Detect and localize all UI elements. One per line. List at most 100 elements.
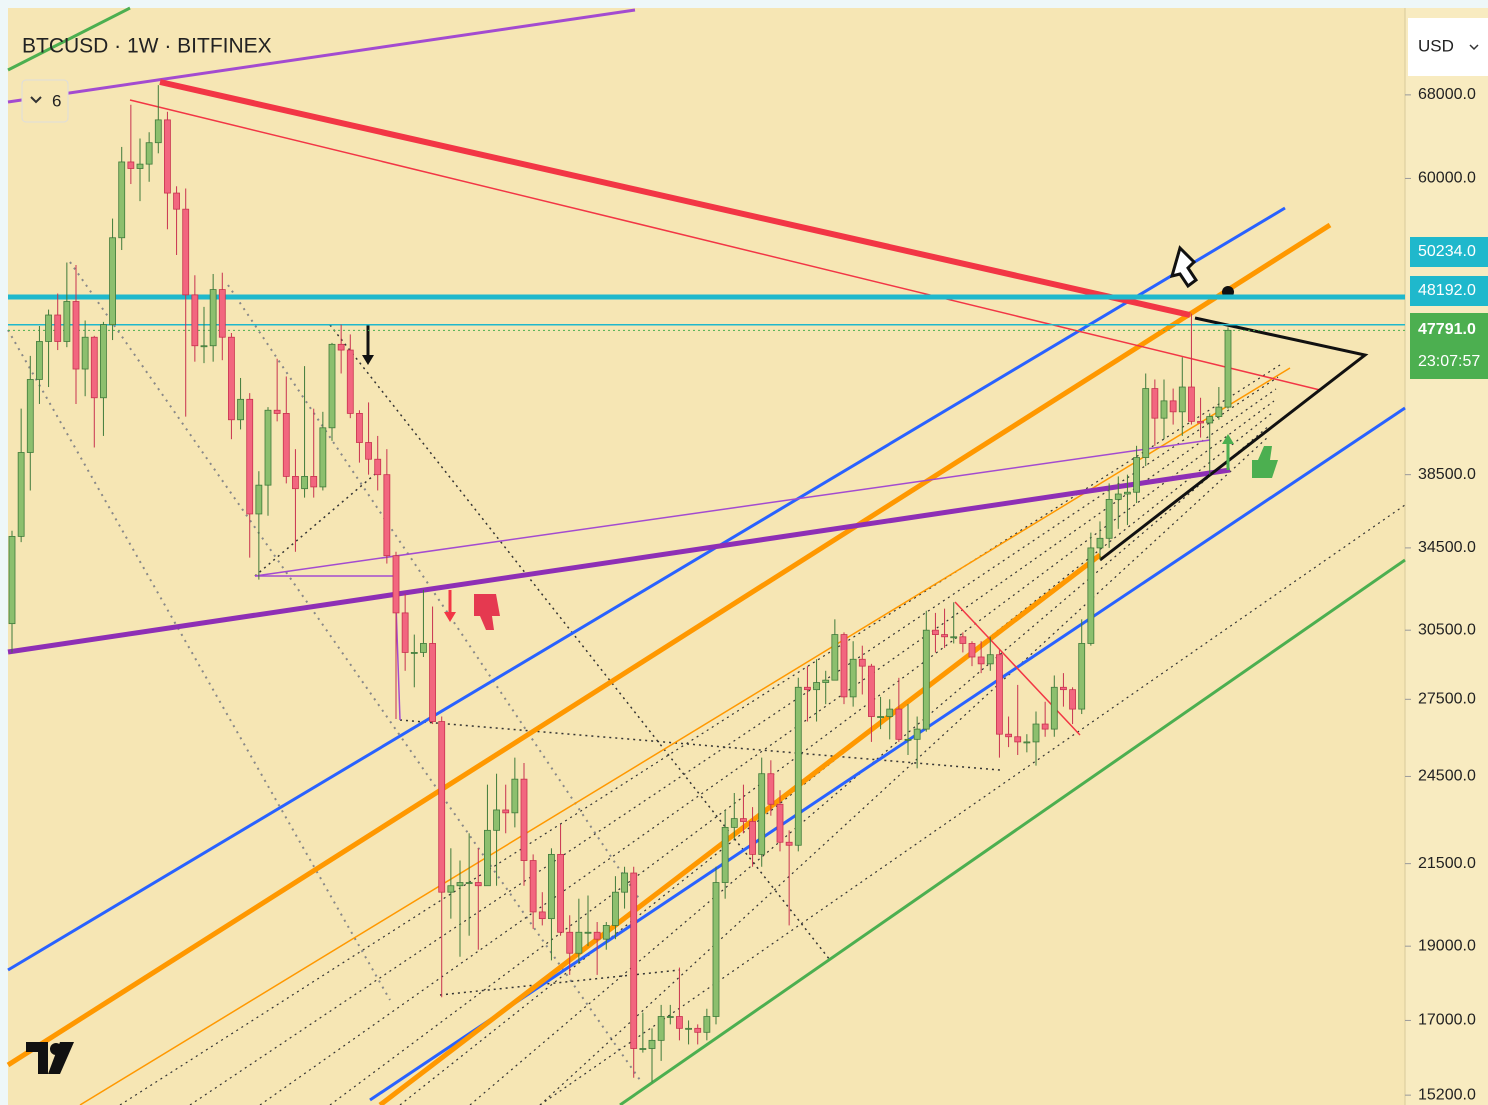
- trendline: [6, 222, 1332, 1068]
- candle-body: [1078, 643, 1086, 710]
- toggle-box[interactable]: [21, 79, 69, 123]
- candles: [8, 85, 1232, 1083]
- candle-body: [676, 1016, 683, 1029]
- arrow-head: [444, 612, 456, 622]
- candle-body: [538, 911, 546, 920]
- candle-body: [200, 345, 208, 348]
- candle-body: [392, 555, 400, 614]
- candle-body: [1096, 537, 1104, 549]
- candle-body: [465, 882, 473, 884]
- candle-body: [1188, 386, 1195, 422]
- candle-body: [858, 658, 866, 667]
- candle-body: [1069, 689, 1076, 710]
- candle-body: [1142, 388, 1150, 458]
- candle-body: [1060, 686, 1067, 691]
- candle-body: [246, 398, 254, 515]
- candle-body: [849, 658, 857, 698]
- trendline: [7, 329, 391, 1001]
- tv-logo: [26, 1042, 74, 1074]
- candle-body: [758, 773, 766, 855]
- candle-body: [209, 289, 217, 347]
- plot-background: [8, 8, 1405, 1105]
- candle-body: [1014, 736, 1022, 743]
- trendline: [439, 969, 681, 996]
- price-axis-background: [1405, 8, 1488, 1105]
- y-tick-label: 27500.0: [1418, 691, 1476, 708]
- candle-body: [292, 476, 299, 490]
- candle-body: [237, 398, 244, 421]
- candle-body: [666, 1016, 674, 1018]
- y-tick-label: 38500.0: [1418, 466, 1476, 483]
- trendline: [7, 6, 131, 72]
- candle-body: [749, 821, 756, 855]
- candle-body: [712, 882, 720, 1017]
- y-tick-label: 60000.0: [1418, 170, 1476, 187]
- candle-body: [109, 237, 116, 326]
- y-tick-label: 21500.0: [1418, 855, 1476, 872]
- candle-body: [8, 535, 16, 625]
- candle-body: [630, 872, 638, 1049]
- candle-body: [328, 343, 336, 429]
- candle-body: [100, 324, 107, 399]
- candle-body: [840, 634, 848, 698]
- candle-body: [557, 853, 564, 933]
- candle-body: [374, 458, 382, 476]
- chevron[interactable]: [1469, 44, 1479, 51]
- candle-body: [1005, 733, 1012, 738]
- candle-body: [895, 708, 903, 740]
- candle-body: [493, 809, 500, 831]
- candle-body: [255, 484, 263, 515]
- candle-body: [429, 643, 436, 722]
- candle-body: [228, 336, 235, 421]
- trendline: [329, 400, 1275, 1105]
- trendline: [159, 79, 1191, 318]
- trendline: [399, 719, 1001, 771]
- chevron[interactable]: [30, 96, 42, 104]
- trendline: [69, 261, 641, 1081]
- candle-body: [173, 192, 180, 210]
- candle-body: [282, 413, 290, 477]
- trendline: [539, 436, 1269, 1105]
- candle-body: [703, 1016, 711, 1033]
- candle-body: [721, 826, 729, 883]
- candle-body: [932, 629, 939, 635]
- thumbs-up: [1252, 446, 1278, 478]
- candle-body: [218, 289, 226, 338]
- candle-body: [127, 161, 135, 169]
- candle-body: [804, 686, 811, 691]
- trendline: [539, 504, 1406, 1105]
- currency-box[interactable]: [1408, 18, 1488, 76]
- candle-body: [566, 931, 574, 954]
- trendline: [1099, 316, 1369, 562]
- candle-body: [36, 341, 43, 380]
- currency[interactable]: USD: [1418, 36, 1454, 55]
- currency-select[interactable]: USD: [1408, 18, 1488, 76]
- candle-body: [767, 773, 775, 805]
- candle-body: [904, 738, 912, 741]
- candle-body: [740, 818, 747, 822]
- last-price-label: 47791.0: [1418, 321, 1476, 338]
- candle-body: [1087, 547, 1095, 644]
- candle-body: [447, 885, 455, 893]
- indicator-count[interactable]: 6: [52, 91, 61, 110]
- candle-body: [383, 474, 391, 557]
- candle-body: [118, 161, 126, 239]
- candle-body: [685, 1027, 692, 1030]
- candle-body: [319, 427, 327, 488]
- trendline: [7, 8, 636, 104]
- candle-body: [401, 612, 409, 653]
- indicator-toggle[interactable]: 6: [21, 79, 69, 123]
- trendline: [329, 324, 831, 961]
- y-tick-label: 19000.0: [1418, 937, 1476, 954]
- candle-body: [794, 686, 802, 846]
- price-tag-label: 48192.0: [1418, 282, 1476, 299]
- trendline: [227, 284, 641, 901]
- candle-body: [456, 882, 464, 887]
- candle-body: [657, 1016, 665, 1041]
- candle-body: [968, 643, 976, 658]
- candle-body: [694, 1027, 702, 1033]
- candle-body: [1023, 741, 1031, 744]
- candle-body: [612, 891, 619, 926]
